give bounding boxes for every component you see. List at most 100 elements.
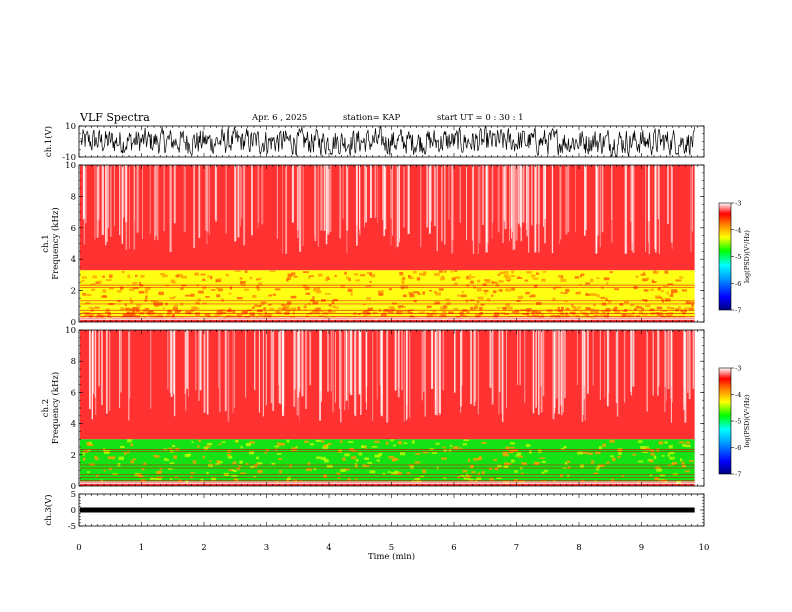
spectrogram-speckle [419,311,425,314]
spectrogram-speckle [567,466,571,469]
spectrogram-speckle [526,271,532,274]
spectrogram-speckle [95,281,100,285]
colorbar-tick-label: -6 [735,280,741,288]
spectrogram-speckle [413,291,419,294]
spectrogram-speckle [414,461,421,464]
spectrogram-streak [206,330,209,415]
x-tick-label: 10 [699,543,710,553]
spectrogram-speckle [211,477,217,481]
spectrogram-speckle [103,448,106,452]
spectrogram-speckle [275,311,280,314]
spectrogram-streak [129,330,131,399]
spectrogram-speckle [512,311,516,314]
spectrogram-streak [657,165,659,220]
spectrogram-streak [282,165,283,254]
spectrogram-speckle [302,271,309,274]
spectrogram-speckle [340,468,346,473]
spectrogram-streak [251,165,253,236]
spectrogram-speckle [92,275,97,279]
spectrogram-speckle [649,474,653,477]
spectrogram-speckle [317,273,323,277]
spectrogram-speckle [661,298,664,301]
spectrogram-speckle [494,467,499,471]
spectrogram-speckle [346,276,350,280]
spectrogram-speckle [450,444,453,447]
spectrogram-speckle [376,459,380,462]
spectrogram-speckle [510,275,516,277]
spectrogram-speckle [533,461,540,465]
spectrogram-speckle [340,284,345,289]
spectrogram-speckle [520,472,524,475]
spectrogram-speckle [105,311,110,314]
spectrogram-speckle [87,449,91,452]
spectrogram-speckle [569,311,576,315]
spectrogram-speckle [228,469,235,472]
spectrogram-speckle [123,314,129,318]
spectrogram-streak [470,330,472,405]
spectrogram-streak [83,165,85,245]
spectrogram-speckle [435,442,440,445]
ch3-waveform-line [80,507,695,513]
spectrogram-speckle [85,301,91,305]
spectrogram-streak [632,330,635,387]
spectrogram-streak [478,165,481,244]
spectrogram-speckle [132,281,138,285]
spectrogram-speckle [101,295,108,298]
spectrogram-speckle [553,480,556,482]
spectrogram-speckle [632,453,637,456]
spectrogram-streak [552,330,555,420]
spectrogram-speckle [261,301,267,304]
spectrogram-speckle [443,477,447,480]
spectrogram-streak [279,330,282,405]
spectrogram-speckle [173,304,178,309]
spectrogram-speckle [121,270,125,274]
spectrogram-speckle [294,307,297,311]
spectrogram-speckle [348,277,351,282]
spectrogram-speckle [130,443,134,447]
x-tick-label: 4 [326,543,331,553]
spectrogram-speckle [331,301,335,304]
spectrogram-speckle [453,270,458,272]
spectrogram-streak [184,330,186,394]
spectrogram-speckle [150,477,153,480]
spectrogram-streak [94,330,96,398]
spectrogram-speckle [455,316,461,319]
spectrogram-speckle [293,276,298,278]
colorbar-tick-label: -5 [735,418,741,426]
spectrogram-streak [121,165,124,244]
spectrogram-speckle [172,306,178,311]
x-tick-label: 3 [264,543,269,553]
spectrogram-streak [615,330,618,403]
spectrogram-speckle [177,273,183,278]
spectrogram-streak [325,165,328,245]
spectrogram-streak [528,165,530,253]
spectrogram-streak [332,330,334,413]
spectrogram-speckle [550,315,556,317]
spectrogram-speckle [493,312,500,316]
spectrogram-speckle [355,478,358,481]
spectrogram-speckle [486,298,491,302]
spectrogram-streak [270,330,273,404]
spectrogram-speckle [505,446,510,450]
spectrogram-speckle [618,452,622,456]
spectrogram-speckle [277,307,284,310]
spectrogram-speckle [531,294,536,298]
spectrogram-speckle [476,476,482,480]
spectrogram-speckle [408,291,411,294]
spectrogram-speckle [664,441,668,444]
spectrogram-streak [134,165,135,221]
spectrogram-speckle [443,449,448,453]
spectrogram-speckle [326,464,333,468]
spectrogram-speckle [83,314,89,317]
spectrogram-speckle [626,314,632,318]
spectrogram-streak [342,165,344,219]
spectrogram-streak [586,330,589,394]
spectrogram-speckle [434,301,441,305]
spectrogram-speckle [98,280,102,285]
ch1-ylabel: ch.1(V) [43,126,54,157]
spectrogram-speckle [488,467,493,470]
spectrogram-speckle [167,312,171,315]
spectrogram-streak [519,165,521,226]
spectrogram-speckle [281,304,286,307]
spectrogram-speckle [203,446,209,451]
